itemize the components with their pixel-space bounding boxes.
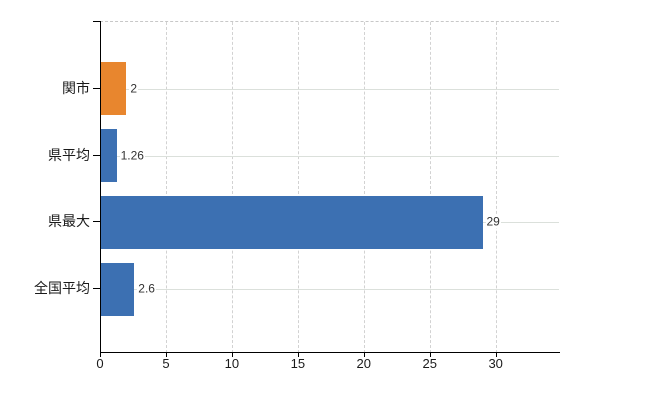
vertical-gridline xyxy=(495,22,497,353)
horizontal-gridline xyxy=(100,88,559,90)
x-tick-label: 0 xyxy=(96,356,104,371)
x-axis-tick xyxy=(429,352,431,357)
bar-sekishi xyxy=(100,62,127,116)
category-label-ken-saidai: 県最大 xyxy=(48,213,90,230)
y-axis-tick xyxy=(93,221,100,223)
bar-value-label: 1.26 xyxy=(119,147,145,163)
y-axis-tick xyxy=(93,87,100,89)
bar-ken-heikin xyxy=(100,129,117,182)
category-label-sekishi: 関市 xyxy=(62,79,90,96)
y-axis-tick xyxy=(93,154,100,156)
x-axis-tick xyxy=(297,352,299,357)
bar-value-label: 2 xyxy=(129,81,139,96)
x-axis-tick xyxy=(165,352,167,357)
vertical-gridline xyxy=(297,22,299,353)
vertical-gridline xyxy=(231,22,233,353)
x-tick-label: 10 xyxy=(224,356,240,371)
vertical-gridline xyxy=(363,22,365,353)
bar-value-label: 29 xyxy=(485,214,501,229)
x-axis-tick xyxy=(231,352,233,357)
x-tick-label: 30 xyxy=(488,356,503,371)
x-axis-tick xyxy=(100,352,101,357)
horizontal-gridline xyxy=(100,155,559,157)
x-tick-label: 5 xyxy=(162,356,170,371)
category-label-zenkoku-heikin: 全国平均 xyxy=(34,280,90,296)
y-axis-tick xyxy=(93,288,100,289)
bar-value-label: 2.6 xyxy=(137,281,156,296)
x-axis-tick xyxy=(495,352,497,357)
bar-ken-saidai xyxy=(100,195,483,249)
x-tick-label: 15 xyxy=(290,356,306,371)
y-axis-line xyxy=(100,21,101,352)
x-tick-label: 20 xyxy=(356,356,372,371)
plot-area: 2 1.26 29 2.6 xyxy=(100,21,559,353)
x-axis-tick xyxy=(363,352,365,357)
x-tick-label: 25 xyxy=(422,356,437,371)
horizontal-gridline xyxy=(100,289,559,290)
bar-zenkoku-heikin xyxy=(100,262,135,316)
vertical-gridline xyxy=(165,22,167,353)
y-axis-tick xyxy=(93,21,100,22)
category-label-ken-heikin: 県平均 xyxy=(48,146,90,163)
x-axis-line xyxy=(100,352,560,353)
vertical-gridline xyxy=(429,22,431,353)
